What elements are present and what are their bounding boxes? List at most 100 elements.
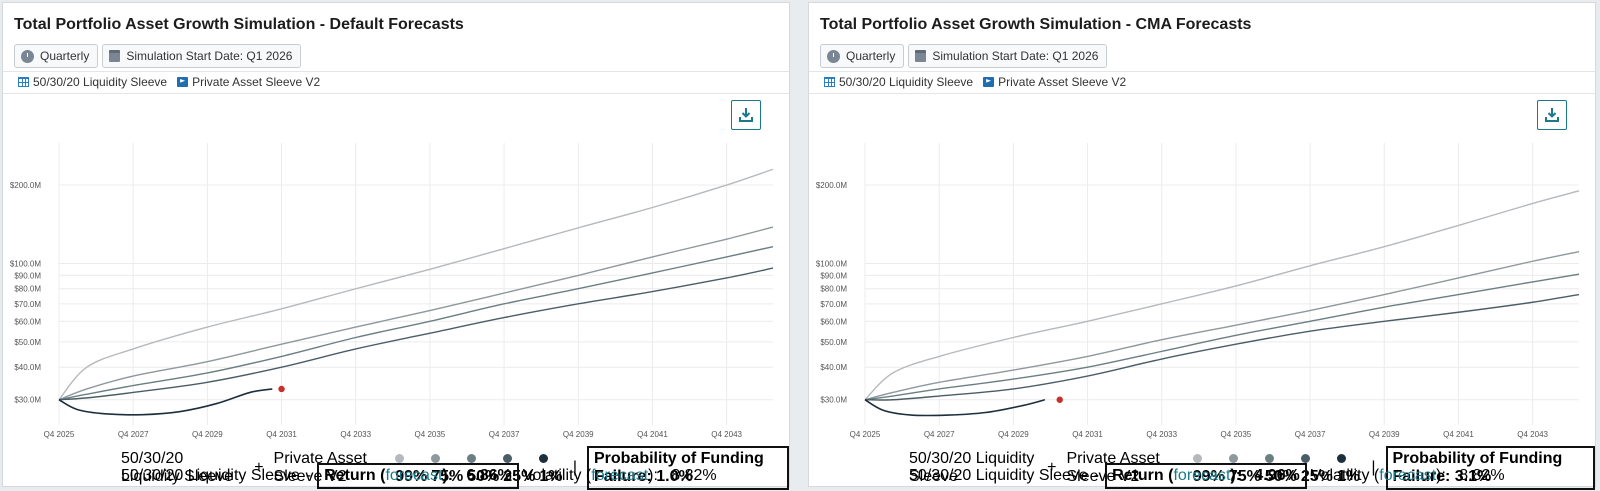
legend-25[interactable]: 25% — [503, 450, 535, 486]
x-tick-label: Q4 2027 — [924, 430, 955, 439]
y-tick-label: $90.0M — [820, 271, 847, 280]
x-tick-label: Q4 2035 — [1221, 430, 1252, 439]
table-icon — [824, 77, 835, 87]
chart-legend: 50/30/20 Liquidity Sleeve + Private Asse… — [909, 446, 1595, 490]
volatility-stat: Volatility (forecast): 8.82% — [522, 467, 717, 484]
volatility-value: 8.82% — [671, 467, 717, 484]
frequency-label: Quarterly — [40, 49, 90, 63]
x-tick-label: Q4 2025 — [44, 430, 75, 439]
y-tick-label: $70.0M — [820, 300, 847, 309]
sleeve-liquidity[interactable]: 50/30/20 Liquidity Sleeve — [824, 75, 973, 89]
sleeve-label: Private Asset Sleeve V2 — [192, 75, 321, 89]
y-tick-label: $200.0M — [816, 181, 847, 190]
divider — [809, 71, 1595, 72]
volatility-stat: Volatility (forecast): 8.82% — [1310, 467, 1505, 484]
legend-1[interactable]: 1% — [1336, 450, 1361, 486]
funding-failure-marker — [278, 385, 285, 393]
sleeve-label: 50/30/20 Liquidity Sleeve — [33, 75, 168, 89]
return-value: 4.96% — [1254, 467, 1300, 484]
sleeve-private-asset[interactable]: Private Asset Sleeve V2 — [177, 75, 320, 89]
x-tick-label: Q4 2037 — [1295, 430, 1326, 439]
legend-swatch — [1336, 454, 1346, 463]
start-date-label: Simulation Start Date: Q1 2026 — [932, 49, 1099, 63]
legend-25[interactable]: 25% — [1300, 450, 1333, 486]
frequency-button[interactable]: Quarterly — [820, 44, 905, 68]
start-date-button[interactable]: Simulation Start Date: Q1 2026 — [102, 44, 302, 68]
x-tick-label: Q4 2031 — [266, 430, 297, 439]
stats-dash: - — [305, 467, 312, 484]
x-tick-label: Q4 2029 — [192, 430, 223, 439]
x-tick-label: Q4 2039 — [1369, 430, 1400, 439]
download-icon — [1545, 108, 1559, 122]
volatility-forecast-link[interactable]: forecast — [1379, 467, 1437, 484]
return-forecast-link[interactable]: forecast — [385, 467, 443, 484]
y-tick-label: $100.0M — [10, 259, 41, 268]
legend-swatch — [467, 454, 477, 463]
series-line-1pct — [58, 388, 273, 416]
legend-swatch — [1300, 454, 1310, 463]
frequency-label: Quarterly — [846, 49, 896, 63]
frequency-button[interactable]: Quarterly — [14, 44, 99, 68]
stats-sleeve: 50/30/20 Liquidity Sleeve — [909, 467, 1088, 484]
download-button[interactable] — [1537, 100, 1567, 130]
x-tick-label: Q4 2043 — [1517, 430, 1548, 439]
series-line-1pct — [864, 398, 1046, 417]
legend-swatch — [1228, 454, 1238, 463]
y-tick-label: $60.0M — [14, 317, 41, 326]
y-tick-label: $70.0M — [14, 300, 41, 309]
legend-99[interactable]: 99% — [395, 450, 427, 486]
calendar-icon — [915, 50, 927, 62]
series-line-99pct — [58, 168, 774, 401]
y-tick-label: $30.0M — [14, 396, 41, 405]
sleeve-label: Private Asset Sleeve V2 — [998, 75, 1127, 89]
y-tick-label: $200.0M — [10, 181, 41, 190]
funding-failure-marker — [1056, 396, 1063, 403]
clock-icon — [21, 49, 34, 63]
return-value: 6.86% — [466, 467, 512, 484]
growth-chart: Q4 2025 Q4 2027 Q4 2029 Q4 2031 Q4 2033 Q4 20… — [10, 143, 774, 439]
series-line-50pct — [58, 246, 774, 401]
return-forecast-link[interactable]: forecast — [1173, 467, 1231, 484]
legend-50[interactable]: 50% — [467, 450, 499, 486]
sleeve-label: 50/30/20 Liquidity Sleeve — [839, 75, 974, 89]
y-tick-label: $80.0M — [14, 285, 41, 294]
y-tick-label: $40.0M — [820, 363, 847, 372]
legend-99[interactable]: 99% — [1192, 450, 1225, 486]
legend-separator: | — [1371, 459, 1376, 476]
y-tick-label: $90.0M — [14, 271, 41, 280]
x-tick-label: Q4 2041 — [637, 430, 668, 439]
sleeve-private-asset[interactable]: Private Asset Sleeve V2 — [983, 75, 1126, 89]
sleeve-list: 50/30/20 Liquidity Sleeve Private Asset … — [18, 75, 320, 89]
start-date-label: Simulation Start Date: Q1 2026 — [126, 49, 293, 63]
legend-75[interactable]: 75% — [431, 450, 463, 486]
legend-swatch — [395, 454, 405, 463]
legend-1[interactable]: 1% — [539, 450, 563, 486]
series-line-25pct — [58, 267, 774, 401]
legend-50[interactable]: 50% — [1264, 450, 1297, 486]
funding-failure-probability: Probability of Funding Failure: 1.0% — [586, 446, 790, 490]
legend-sleeve-a: 50/30/20 Liquidity Sleeve — [121, 450, 234, 485]
table-icon — [18, 77, 29, 87]
volatility-forecast-link[interactable]: forecast — [591, 467, 649, 484]
sleeve-liquidity[interactable]: 50/30/20 Liquidity Sleeve — [18, 75, 167, 89]
return-stats: 50/30/20 Liquidity Sleeve - Return (fore… — [909, 463, 1505, 489]
volatility-value: 8.82% — [1459, 467, 1505, 484]
legend-sleeve-b: Private Asset Sleeve V2 — [273, 450, 367, 485]
start-date-button[interactable]: Simulation Start Date: Q1 2026 — [908, 44, 1108, 68]
legend-75[interactable]: 75% — [1228, 450, 1261, 486]
divider — [809, 93, 1595, 94]
legend-swatch — [539, 454, 549, 463]
stats-dash: - — [1093, 467, 1100, 484]
x-tick-label: Q4 2029 — [998, 430, 1029, 439]
series-line-75pct — [58, 226, 774, 401]
download-button[interactable] — [731, 100, 761, 130]
clock-icon — [827, 49, 840, 63]
y-tick-label: $50.0M — [820, 338, 847, 347]
x-tick-label: Q4 2027 — [118, 430, 149, 439]
x-tick-label: Q4 2033 — [1146, 430, 1177, 439]
return-stat: Return (forecast): 4.96% — [1105, 463, 1307, 489]
series-line-75pct — [864, 250, 1580, 401]
y-tick-label: $40.0M — [14, 363, 41, 372]
return-stat: Return (forecast): 6.86% — [317, 463, 519, 489]
